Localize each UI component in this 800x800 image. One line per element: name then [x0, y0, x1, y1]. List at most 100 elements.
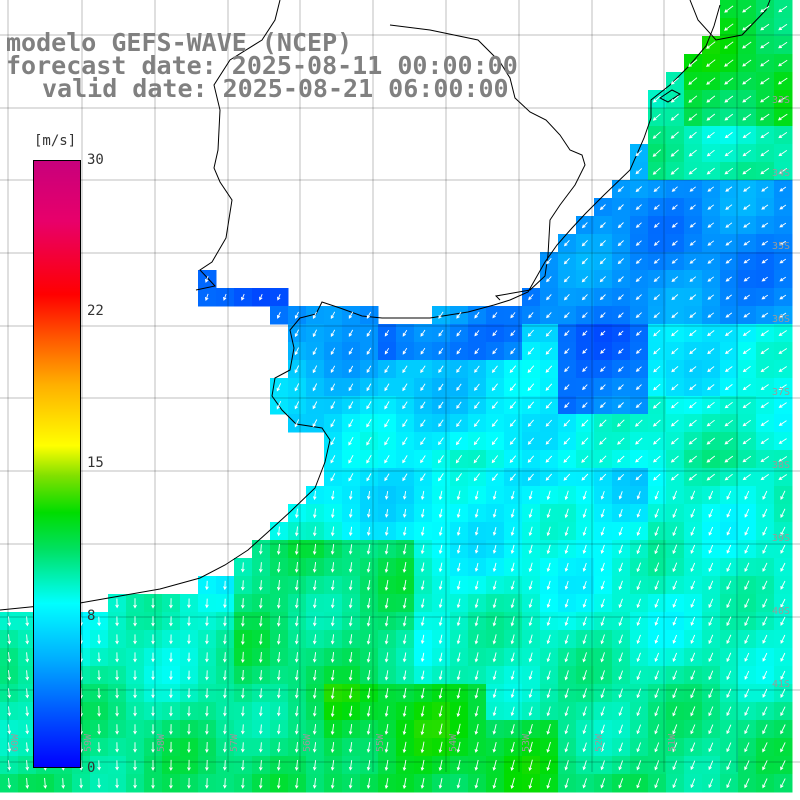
wind-arrow	[348, 454, 354, 464]
wind-arrow	[654, 526, 660, 537]
wind-arrow	[707, 294, 715, 300]
wind-arrow	[474, 598, 479, 609]
wind-arrow	[294, 652, 299, 663]
wind-arrow	[510, 670, 515, 681]
wind-arrow	[777, 113, 788, 121]
wind-arrow	[726, 652, 732, 663]
wind-arrow	[762, 526, 768, 536]
wind-arrow	[384, 365, 390, 374]
wind-arrow	[707, 222, 715, 228]
wind-arrow	[725, 276, 732, 282]
wind-arrow	[762, 562, 768, 572]
wind-arrow	[689, 222, 696, 228]
wind-arrow	[510, 688, 515, 699]
wind-arrow	[25, 634, 30, 645]
wind-arrow	[528, 598, 533, 609]
wind-arrow	[348, 311, 354, 319]
latitude-label: 39S	[772, 533, 790, 544]
wind-arrow	[670, 149, 679, 157]
wind-arrow	[724, 5, 734, 13]
wind-arrow	[312, 401, 318, 410]
wind-arrow	[187, 723, 191, 735]
wind-arrow	[582, 634, 587, 645]
wind-arrow	[330, 687, 335, 700]
wind-arrow	[564, 742, 569, 753]
wind-arrow	[599, 257, 606, 265]
wind-arrow	[743, 186, 751, 192]
wind-arrow	[636, 742, 642, 753]
wind-arrow	[742, 167, 752, 175]
wind-arrow	[402, 401, 408, 410]
wind-arrow	[779, 204, 787, 210]
wind-arrow	[708, 742, 714, 753]
wind-arrow	[744, 760, 750, 771]
wind-arrow	[223, 616, 227, 627]
wind-arrow	[420, 598, 425, 609]
wind-arrow	[762, 580, 768, 591]
wind-arrow	[330, 652, 335, 663]
wind-arrow	[240, 598, 245, 609]
wind-arrow	[671, 366, 679, 373]
wind-arrow	[456, 759, 461, 771]
wind-arrow	[706, 437, 715, 445]
wind-arrow	[491, 401, 498, 410]
wind-arrow	[760, 113, 770, 121]
wind-arrow	[528, 741, 533, 754]
wind-arrow	[724, 95, 734, 103]
wind-arrow	[600, 778, 606, 789]
wind-arrow	[779, 258, 787, 264]
wind-arrow	[564, 562, 569, 572]
wind-arrow	[115, 616, 119, 627]
wind-arrow	[223, 580, 227, 591]
wind-arrow	[420, 652, 425, 663]
wind-arrow	[223, 724, 227, 735]
latitude-label: 41S	[772, 679, 790, 690]
wind-arrow	[294, 759, 299, 771]
wind-arrow	[384, 347, 390, 355]
wind-arrow	[510, 598, 515, 609]
wind-arrow	[240, 580, 245, 591]
wind-arrow	[348, 383, 354, 392]
wind-arrow	[366, 687, 371, 700]
wind-arrow	[438, 687, 443, 700]
wind-arrow	[618, 706, 623, 717]
wind-arrow	[169, 652, 173, 663]
wind-arrow	[762, 508, 768, 518]
wind-arrow	[672, 742, 678, 753]
wind-arrow	[348, 742, 353, 753]
wind-arrow	[312, 526, 317, 537]
wind-arrow	[689, 330, 697, 337]
wind-arrow	[708, 760, 714, 771]
wind-arrow	[294, 508, 299, 519]
wind-arrow	[600, 724, 605, 735]
wind-arrow	[527, 419, 534, 427]
wind-arrow	[97, 616, 101, 627]
wind-arrow	[744, 670, 750, 680]
wind-arrow	[546, 777, 551, 789]
wind-arrow	[780, 544, 786, 554]
wind-arrow	[653, 222, 660, 228]
wind-arrow	[438, 365, 444, 373]
wind-arrow	[348, 526, 353, 537]
wind-arrow	[97, 688, 101, 699]
wind-arrow	[762, 544, 768, 554]
wind-arrow	[330, 365, 336, 374]
wind-arrow	[384, 741, 389, 753]
wind-arrow	[474, 580, 479, 591]
wind-arrow	[402, 687, 407, 699]
wind-arrow	[187, 598, 191, 609]
wind-arrow	[276, 652, 281, 663]
wind-arrow	[742, 113, 752, 121]
wind-arrow	[652, 401, 661, 409]
wind-arrow	[744, 652, 750, 662]
wind-arrow	[384, 616, 389, 627]
wind-arrow	[240, 633, 245, 646]
wind-arrow	[456, 723, 461, 736]
wind-arrow	[671, 240, 678, 246]
wind-arrow	[546, 258, 552, 265]
wind-arrow	[708, 580, 714, 591]
wind-arrow	[689, 312, 697, 319]
wind-arrow	[97, 778, 101, 789]
wind-arrow	[672, 670, 678, 681]
